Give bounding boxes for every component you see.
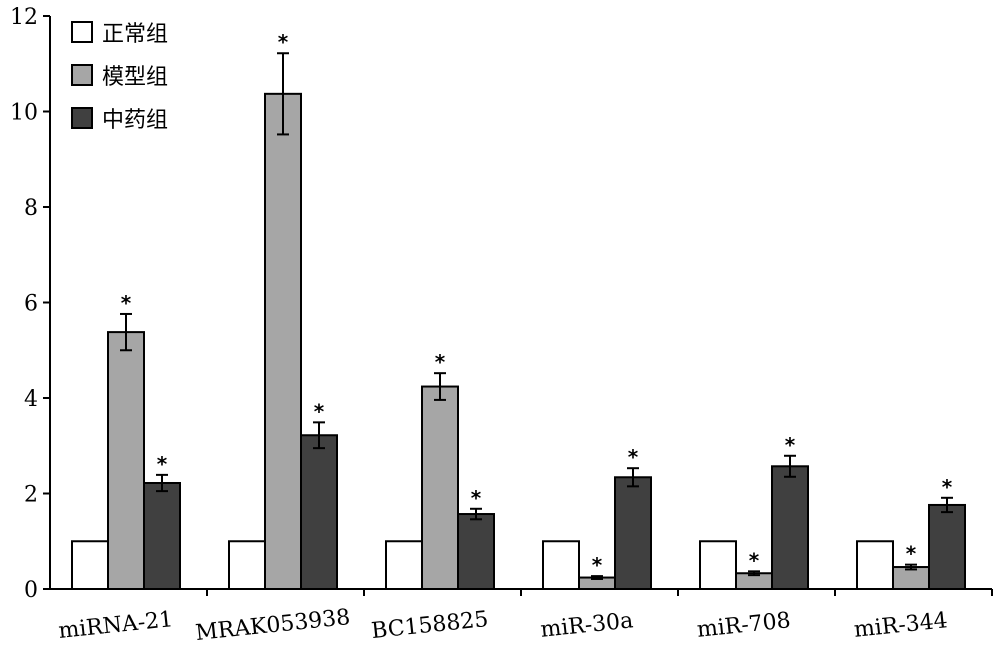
significance-marker: * (592, 553, 603, 577)
x-tick-label: MRAK053938 (194, 605, 351, 646)
legend-swatch (72, 108, 92, 128)
y-tick-label: 0 (24, 578, 38, 603)
legend-swatch (72, 65, 92, 85)
bar (772, 466, 808, 589)
bar (144, 483, 180, 589)
bars: * * * * * * * * * * * * (72, 30, 965, 589)
y-tick-label: 10 (10, 101, 38, 126)
significance-marker: * (278, 30, 289, 54)
y-tick-label: 8 (24, 196, 38, 221)
legend-label: 中药组 (102, 108, 168, 133)
bar (229, 541, 265, 589)
legend-swatch (72, 22, 92, 42)
bar (386, 541, 422, 589)
significance-marker: * (471, 486, 482, 510)
x-tick-label: miR-30a (539, 608, 634, 643)
bar (301, 435, 337, 589)
legend-label: 模型组 (102, 65, 168, 90)
bar (265, 94, 301, 589)
y-tick-label: 12 (10, 5, 38, 30)
significance-marker: * (157, 452, 168, 476)
significance-marker: * (628, 445, 639, 469)
y-tick-label: 6 (24, 292, 38, 317)
x-tick-label: miRNA-21 (57, 607, 174, 644)
bar (857, 541, 893, 589)
bar (543, 541, 579, 589)
significance-marker: * (942, 475, 953, 499)
bar (458, 514, 494, 589)
bar (72, 541, 108, 589)
x-tick-label: BC158825 (370, 607, 489, 644)
bar (700, 541, 736, 589)
bar (615, 477, 651, 589)
x-tick-label: miR-708 (696, 608, 792, 643)
significance-marker: * (749, 548, 760, 572)
significance-marker: * (906, 542, 917, 566)
y-tick-label: 4 (24, 387, 38, 412)
legend-label: 正常组 (102, 22, 168, 47)
significance-marker: * (314, 399, 325, 423)
significance-marker: * (435, 350, 446, 374)
bar (929, 505, 965, 589)
legend: 正常组模型组中药组 (72, 22, 168, 133)
x-tick-label: miR-344 (853, 608, 949, 643)
bar (422, 387, 458, 589)
significance-marker: * (121, 291, 132, 315)
y-tick-label: 2 (24, 483, 38, 508)
bar (108, 332, 144, 589)
significance-marker: * (785, 433, 796, 457)
